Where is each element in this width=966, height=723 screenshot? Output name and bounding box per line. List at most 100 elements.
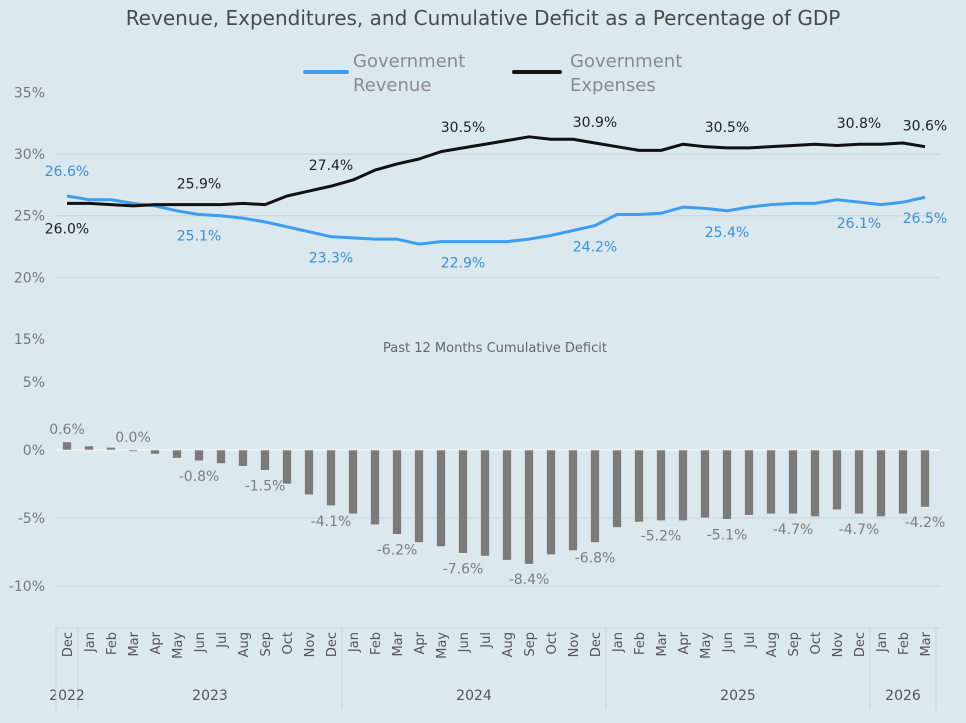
year-label: 2022	[49, 688, 85, 704]
bar	[744, 449, 754, 516]
bar	[876, 449, 886, 517]
bar	[392, 449, 402, 535]
bar-data-label: -4.7%	[839, 522, 880, 538]
bar	[810, 449, 820, 517]
bar-data-label: 0.6%	[49, 422, 85, 438]
bar-data-label: -1.5%	[245, 478, 286, 494]
month-label: Feb	[633, 632, 648, 655]
bar	[194, 449, 204, 462]
month-label: Aug	[501, 632, 516, 657]
bar	[238, 449, 248, 467]
legend-expenses-label: Government Expenses	[570, 51, 683, 96]
expenses-data-label: 30.9%	[573, 115, 617, 131]
bar	[832, 449, 842, 511]
expenses-data-label: 30.8%	[837, 116, 881, 132]
bar	[854, 449, 864, 515]
month-label: Aug	[237, 632, 252, 657]
expenses-line	[67, 135, 926, 208]
bar	[128, 449, 138, 452]
month-label: Nov	[567, 632, 582, 658]
bar	[260, 449, 270, 471]
bar	[458, 449, 468, 554]
month-label: May	[435, 632, 450, 659]
bar-data-label: -6.2%	[377, 542, 418, 558]
month-label: Feb	[897, 632, 912, 655]
month-label: May	[699, 632, 714, 659]
month-label: Dec	[325, 632, 340, 657]
revenue-data-label: 25.1%	[177, 228, 221, 244]
month-label: Feb	[105, 632, 120, 655]
bar	[590, 449, 600, 543]
expenses-data-label: 26.0%	[45, 221, 89, 237]
bar-subtitle: Past 12 Months Cumulative Deficit	[383, 341, 607, 356]
bar-data-label: -5.1%	[707, 527, 748, 543]
year-label: 2024	[456, 688, 492, 704]
bar-data-label: 0.0%	[115, 430, 151, 446]
month-label: Oct	[545, 632, 560, 654]
bar	[172, 449, 182, 459]
bar	[216, 449, 226, 464]
bar	[788, 449, 798, 515]
y-tick-label: 20%	[14, 270, 45, 286]
month-label: Mar	[391, 631, 406, 656]
month-label: Jul	[743, 632, 758, 649]
bar-data-label: -5.2%	[641, 529, 682, 545]
month-label: Jun	[193, 632, 208, 653]
revenue-data-label: 26.1%	[837, 216, 881, 232]
expenses-data-label: 30.5%	[705, 120, 749, 136]
bar	[678, 449, 688, 522]
month-label: Jan	[875, 632, 890, 653]
y-tick-label: 0%	[23, 443, 45, 459]
y-tick-label: 35%	[14, 85, 45, 101]
month-label: May	[171, 632, 186, 659]
month-label: Nov	[831, 632, 846, 658]
month-label: Oct	[809, 632, 824, 654]
month-label: Nov	[303, 632, 318, 658]
y-tick-label: 5%	[23, 375, 45, 391]
bar	[700, 449, 710, 519]
y-tick-label: 30%	[14, 147, 45, 163]
bar-data-label: -6.8%	[575, 550, 616, 566]
legend-expenses-swatch	[512, 70, 562, 74]
month-label: Oct	[281, 632, 296, 654]
year-label: 2026	[885, 688, 921, 704]
bar-data-label: -4.7%	[773, 522, 814, 538]
month-label: Dec	[589, 632, 604, 657]
month-label: Sep	[787, 632, 802, 657]
bar	[634, 449, 644, 523]
bar	[524, 449, 534, 565]
bar	[480, 449, 490, 557]
month-label: Mar	[655, 631, 670, 656]
bar	[414, 449, 424, 543]
bar	[348, 449, 358, 515]
bar-data-label: -4.2%	[905, 515, 946, 531]
bar	[282, 449, 292, 485]
bar-data-label: -0.8%	[179, 469, 220, 485]
month-label: Mar	[127, 631, 142, 656]
month-label: Sep	[523, 632, 538, 657]
bar	[612, 449, 622, 528]
revenue-line	[66, 194, 926, 246]
month-label: Jan	[347, 632, 362, 653]
month-label: Dec	[61, 632, 76, 657]
bar	[568, 449, 578, 551]
chart-title: Revenue, Expenditures, and Cumulative De…	[125, 6, 841, 30]
month-label: Feb	[369, 632, 384, 655]
bar	[370, 449, 380, 526]
expenses-data-label: 27.4%	[309, 158, 353, 174]
year-label: 2023	[192, 688, 228, 704]
bar	[150, 449, 160, 455]
y-tick-label: -10%	[9, 579, 45, 595]
month-label: Sep	[259, 632, 274, 657]
month-label: Jan	[83, 632, 98, 653]
bar	[502, 449, 512, 561]
revenue-data-label: 24.2%	[573, 240, 617, 256]
y-tick-label: 15%	[14, 332, 45, 348]
revenue-data-label: 22.9%	[441, 256, 485, 272]
expenses-data-label: 30.6%	[903, 119, 947, 135]
bar	[84, 445, 94, 451]
y-tick-label: -5%	[18, 511, 45, 527]
month-label: Mar	[919, 631, 934, 656]
revenue-data-label: 25.4%	[705, 225, 749, 241]
